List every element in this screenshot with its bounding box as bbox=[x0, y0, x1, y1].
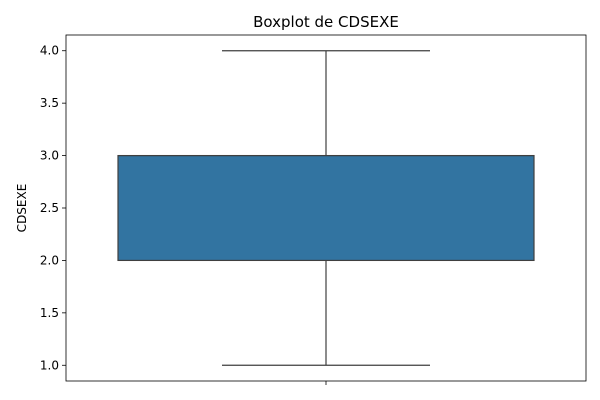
y-tick-label: 2.5 bbox=[40, 201, 59, 215]
box-group bbox=[117, 50, 535, 366]
y-axis: 1.0 1.5 2.0 2.5 3.0 3.5 4.0 bbox=[40, 44, 66, 372]
y-tick-label: 1.5 bbox=[40, 306, 59, 320]
y-axis-label: CDSEXE bbox=[15, 184, 29, 233]
iqr-box bbox=[117, 154, 535, 262]
y-tick-label: 3.5 bbox=[40, 96, 59, 110]
y-tick-label: 4.0 bbox=[40, 44, 59, 58]
y-tick-label: 1.0 bbox=[40, 358, 59, 372]
y-tick-label: 2.0 bbox=[40, 253, 59, 267]
chart-title: Boxplot de CDSEXE bbox=[253, 13, 399, 31]
y-tick-label: 3.0 bbox=[40, 149, 59, 163]
